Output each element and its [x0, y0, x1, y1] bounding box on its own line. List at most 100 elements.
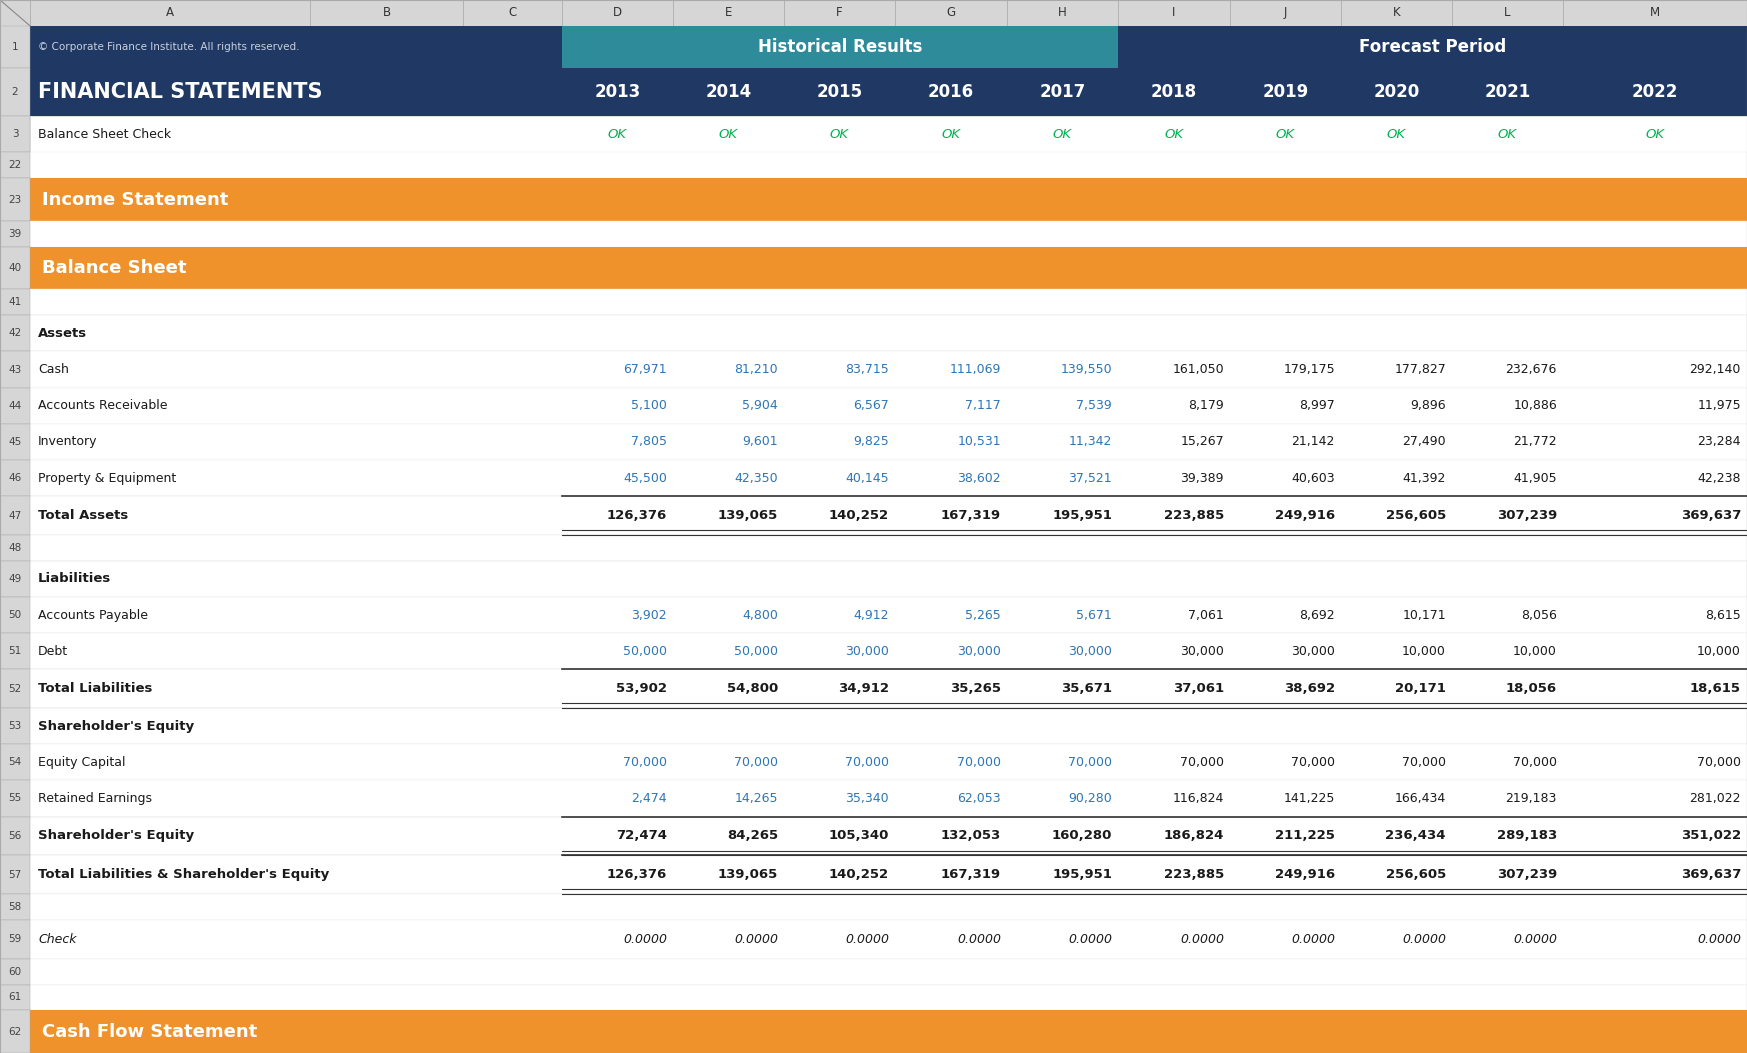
Text: 90,280: 90,280 — [1067, 792, 1113, 804]
Text: 70,000: 70,000 — [1067, 756, 1113, 769]
Bar — [0, 352, 30, 388]
Text: 60: 60 — [9, 967, 21, 976]
Text: © Corporate Finance Institute. All rights reserved.: © Corporate Finance Institute. All right… — [38, 42, 299, 53]
Text: 42,238: 42,238 — [1698, 472, 1742, 484]
Text: OK: OK — [830, 127, 849, 141]
Text: 38,602: 38,602 — [957, 472, 1001, 484]
Text: 83,715: 83,715 — [846, 363, 889, 376]
Text: Cash: Cash — [38, 363, 68, 376]
Bar — [0, 744, 30, 780]
Text: 70,000: 70,000 — [1696, 756, 1742, 769]
Text: 281,022: 281,022 — [1689, 792, 1742, 804]
Text: 56: 56 — [9, 831, 21, 841]
Bar — [30, 744, 1747, 780]
Text: 6,567: 6,567 — [853, 399, 889, 412]
Text: 292,140: 292,140 — [1689, 363, 1742, 376]
Text: 3: 3 — [12, 130, 17, 139]
Bar — [30, 561, 1747, 597]
Bar — [30, 388, 1747, 423]
Text: 18,615: 18,615 — [1689, 682, 1742, 695]
Text: 37,061: 37,061 — [1172, 682, 1225, 695]
Text: 37,521: 37,521 — [1069, 472, 1113, 484]
Text: 50,000: 50,000 — [624, 644, 667, 658]
Text: 5,671: 5,671 — [1076, 609, 1113, 621]
Bar — [0, 178, 30, 221]
Text: 38,692: 38,692 — [1284, 682, 1335, 695]
Bar — [0, 290, 30, 315]
Bar — [0, 894, 30, 920]
Text: 0.0000: 0.0000 — [1179, 933, 1225, 946]
Text: Equity Capital: Equity Capital — [38, 756, 126, 769]
Text: 50,000: 50,000 — [734, 644, 777, 658]
Text: 126,376: 126,376 — [606, 869, 667, 881]
Bar — [0, 633, 30, 670]
Text: J: J — [1284, 6, 1288, 19]
Text: 211,225: 211,225 — [1275, 830, 1335, 842]
Text: 2017: 2017 — [1039, 83, 1085, 101]
Bar — [0, 597, 30, 633]
Text: 49: 49 — [9, 574, 21, 583]
Text: 48: 48 — [9, 542, 21, 553]
Bar — [30, 315, 1747, 352]
Text: 30,000: 30,000 — [1181, 644, 1225, 658]
Text: F: F — [837, 6, 842, 19]
Bar — [1564, 0, 1747, 26]
Text: 5,904: 5,904 — [742, 399, 777, 412]
Text: 2016: 2016 — [928, 83, 975, 101]
Bar — [0, 246, 30, 290]
Text: 70,000: 70,000 — [624, 756, 667, 769]
Text: 139,065: 139,065 — [718, 509, 777, 522]
Text: 57: 57 — [9, 870, 21, 879]
Text: 369,637: 369,637 — [1681, 869, 1742, 881]
Text: 105,340: 105,340 — [828, 830, 889, 842]
Bar — [0, 708, 30, 744]
Text: 27,490: 27,490 — [1403, 435, 1447, 449]
Bar — [30, 780, 1747, 816]
Bar — [0, 460, 30, 496]
Bar — [30, 708, 1747, 744]
Text: 41,905: 41,905 — [1513, 472, 1557, 484]
Bar — [0, 0, 30, 26]
Text: 23,284: 23,284 — [1698, 435, 1742, 449]
Text: 21,772: 21,772 — [1513, 435, 1557, 449]
Text: G: G — [947, 6, 956, 19]
Text: 7,805: 7,805 — [631, 435, 667, 449]
Text: Forecast Period: Forecast Period — [1359, 38, 1506, 56]
Text: 70,000: 70,000 — [1179, 756, 1225, 769]
Text: 43: 43 — [9, 364, 21, 375]
Text: 141,225: 141,225 — [1284, 792, 1335, 804]
Text: A: A — [166, 6, 175, 19]
Text: 166,434: 166,434 — [1394, 792, 1447, 804]
Text: Retained Earnings: Retained Earnings — [38, 792, 152, 804]
Text: 41,392: 41,392 — [1403, 472, 1447, 484]
Text: 0.0000: 0.0000 — [734, 933, 777, 946]
Text: 369,637: 369,637 — [1681, 509, 1742, 522]
Bar — [673, 0, 784, 26]
Text: OK: OK — [720, 127, 737, 141]
Text: M: M — [1649, 6, 1660, 19]
Text: 58: 58 — [9, 902, 21, 912]
Text: Accounts Receivable: Accounts Receivable — [38, 399, 168, 412]
Bar — [0, 153, 30, 178]
Bar — [30, 633, 1747, 670]
Text: 41: 41 — [9, 297, 21, 307]
Bar — [30, 246, 1747, 290]
Text: 0.0000: 0.0000 — [624, 933, 667, 946]
Text: 10,000: 10,000 — [1513, 644, 1557, 658]
Text: 2019: 2019 — [1263, 83, 1309, 101]
Bar — [0, 423, 30, 460]
Text: 40: 40 — [9, 263, 21, 273]
Text: Total Liabilities & Shareholder's Equity: Total Liabilities & Shareholder's Equity — [38, 869, 328, 881]
Text: 11,342: 11,342 — [1069, 435, 1113, 449]
Text: 53,902: 53,902 — [617, 682, 667, 695]
Bar — [0, 496, 30, 535]
Text: 11,975: 11,975 — [1698, 399, 1742, 412]
Text: 23: 23 — [9, 195, 21, 204]
Bar — [30, 985, 1747, 1011]
Bar — [30, 958, 1747, 985]
Text: 62,053: 62,053 — [957, 792, 1001, 804]
Bar — [30, 423, 1747, 460]
Text: E: E — [725, 6, 732, 19]
Text: 140,252: 140,252 — [828, 509, 889, 522]
Text: 195,951: 195,951 — [1052, 869, 1113, 881]
